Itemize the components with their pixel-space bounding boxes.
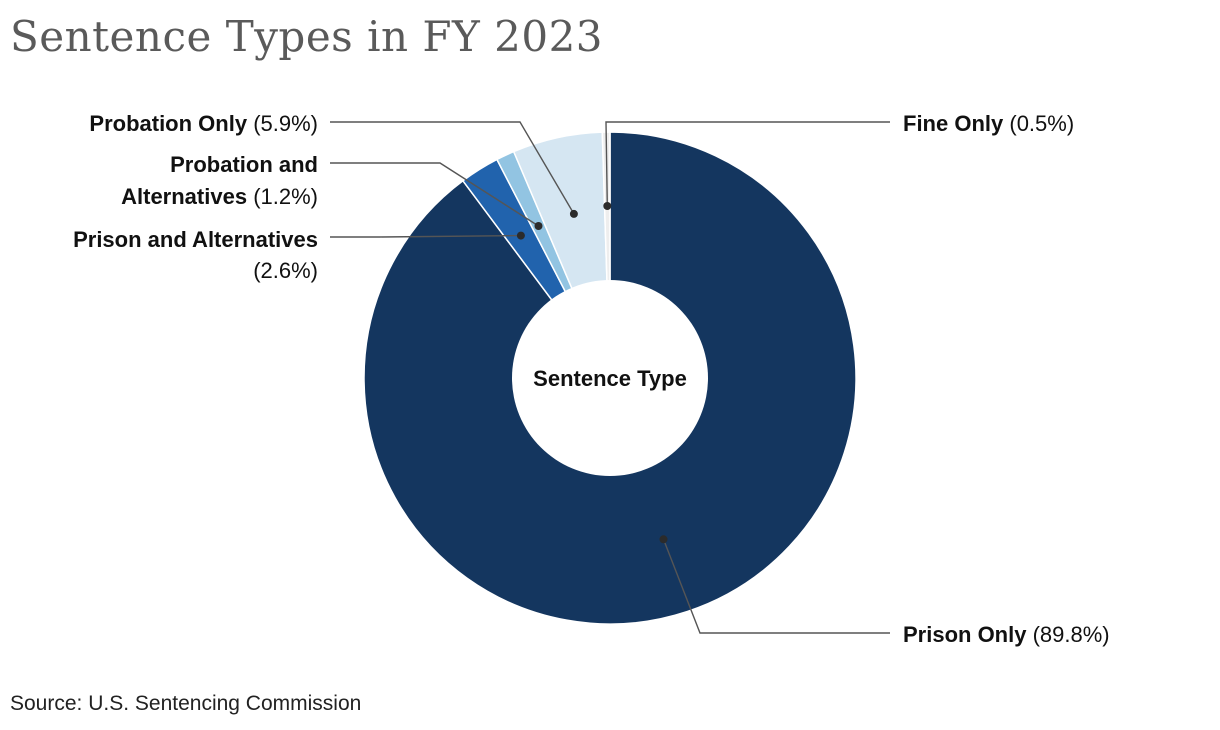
label-percent: (89.8%): [1026, 622, 1109, 647]
label-name: Prison and Alternatives: [73, 227, 318, 252]
leader-line-prison-and-alternatives: [330, 234, 521, 238]
slice-labels: Prison Only (89.8%) Prison and Alternativ…: [73, 111, 1110, 647]
leader-dot-fine-only: [603, 202, 612, 210]
label-name: Probation and: [170, 152, 318, 177]
chart-title: Sentence Types in FY 2023: [10, 12, 604, 61]
label-percent: (1.2%): [247, 184, 318, 209]
leader-lines: [330, 121, 890, 634]
label-probation-and-alternatives: Probation and Alternatives (1.2%): [121, 152, 318, 209]
leader-dot-probation-and-alternatives: [534, 222, 543, 230]
label-percent: (2.6%): [253, 258, 318, 283]
label-probation-only: Probation Only (5.9%): [89, 111, 318, 136]
label-percent: (5.9%): [247, 111, 318, 136]
center-label: Sentence Type: [533, 366, 687, 391]
label-percent: (0.5%): [1003, 111, 1074, 136]
label-name: Probation Only: [89, 111, 247, 136]
label-name: Alternatives: [121, 184, 247, 209]
label-name: Prison Only: [903, 622, 1027, 647]
leader-dot-probation-only: [569, 209, 578, 218]
label-fine-only: Fine Only (0.5%): [903, 111, 1074, 136]
leader-dot-prison-and-alternatives: [516, 231, 525, 240]
label-prison-only: Prison Only (89.8%): [903, 622, 1110, 647]
source-note: Source: U.S. Sentencing Commission: [10, 692, 362, 715]
leader-line-probation-only: [330, 121, 575, 215]
leader-line-probation-and-alternatives: [330, 162, 539, 227]
leader-dot-prison-only: [659, 535, 668, 544]
label-name: Fine Only: [903, 111, 1004, 136]
leader-line-fine-only: [605, 121, 890, 207]
donut-hole: [512, 280, 708, 476]
label-prison-and-alternatives: Prison and Alternatives (2.6%): [73, 227, 318, 283]
leader-line-prison-only: [662, 539, 890, 634]
